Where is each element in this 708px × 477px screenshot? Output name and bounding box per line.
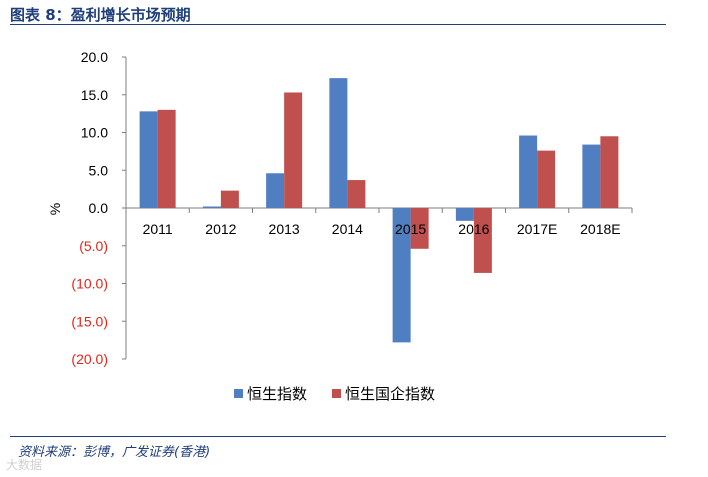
bar-series-2-2012 — [220, 190, 239, 208]
legend-swatch-series-1 — [234, 389, 243, 398]
bar-series-1-2015 — [392, 208, 411, 343]
y-tick-label: 0.0 — [89, 200, 109, 216]
bar-series-1-2014 — [329, 78, 348, 208]
x-tick-label: 2016 — [458, 221, 489, 237]
bar-series-1-2013 — [266, 173, 285, 208]
watermark: 大数据 — [6, 458, 43, 472]
x-tick-label: 2012 — [205, 221, 236, 237]
bar-series-2-2014 — [347, 180, 366, 208]
y-tick-label: 5.0 — [89, 162, 109, 178]
bar-series-2-2018E — [600, 136, 619, 208]
chart-title: 图表 8：盈利增长市场预期 — [10, 6, 191, 24]
x-tick-label: 2013 — [269, 221, 300, 237]
bar-series-1-2017E — [519, 135, 538, 208]
y-axis-label: % — [47, 203, 63, 215]
y-tick-label: (15.0) — [71, 313, 108, 329]
chart-legend: 恒生指数 恒生国企指数 — [234, 385, 435, 403]
y-tick-label: (10.0) — [71, 276, 108, 292]
y-tick-label: (5.0) — [79, 238, 108, 254]
bar-series-2-2015 — [410, 208, 429, 249]
y-tick-label: 20.0 — [81, 49, 108, 65]
y-tick-label: (20.0) — [71, 351, 108, 367]
legend-label-series-2: 恒生国企指数 — [345, 385, 435, 403]
bar-series-1-2011 — [139, 111, 158, 208]
bar-series-1-2016 — [455, 208, 474, 221]
bar-chart: 20.0 15.0 10.0 5.0 0.0 (5.0) (10.0) (15.0) (20.0… — [47, 49, 633, 403]
x-tick-label: 2011 — [143, 221, 173, 237]
chart-axes — [122, 56, 633, 360]
title-rule — [10, 24, 666, 25]
y-tick-label: 15.0 — [81, 87, 108, 103]
source-note: 资料来源：彭博，广发证券(香港) — [18, 445, 211, 460]
legend-label-series-1: 恒生指数 — [247, 385, 307, 403]
x-tick-label: 2018E — [580, 221, 620, 237]
bar-series-2-2016 — [473, 208, 492, 273]
bar-series-2-2017E — [537, 150, 556, 208]
x-tick-label: 2015 — [395, 221, 426, 237]
bar-series-2-2013 — [284, 92, 303, 208]
bar-series-1-2012 — [202, 206, 221, 208]
legend-swatch-series-2 — [332, 389, 341, 398]
footer-rule — [10, 436, 666, 437]
bar-series-1-2018E — [582, 144, 601, 208]
chart-bars — [139, 78, 619, 343]
y-tick-label: 10.0 — [81, 125, 108, 141]
chart-labels: 20.0 15.0 10.0 5.0 0.0 (5.0) (10.0) (15.0) (20.0… — [71, 49, 620, 367]
x-tick-label: 2014 — [332, 221, 363, 237]
x-tick-label: 2017E — [517, 221, 557, 237]
bar-series-2-2011 — [157, 109, 176, 208]
